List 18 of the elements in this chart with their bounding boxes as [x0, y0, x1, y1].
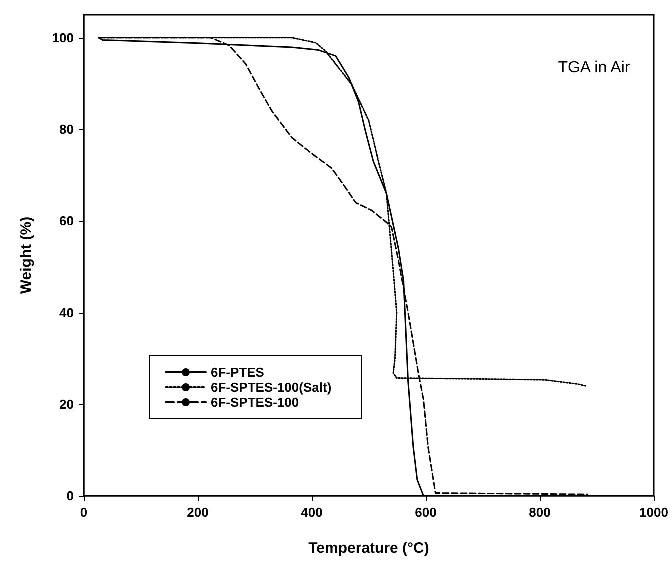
x-tick-label: 0: [80, 505, 88, 520]
x-tick-label: 800: [529, 505, 551, 520]
legend-label: 6F-SPTES-100(Salt): [211, 380, 332, 395]
y-tick-label: 100: [52, 30, 74, 46]
x-tick-label: 400: [301, 505, 323, 520]
x-tick-label: 600: [415, 505, 437, 520]
y-tick-label: 20: [60, 396, 74, 412]
y-tick-label: 60: [60, 214, 74, 229]
annotation: TGA in Air: [558, 60, 631, 76]
y-tick-label: 80: [60, 122, 74, 138]
x-tick-label: 200: [187, 505, 209, 520]
x-tick-label: 1000: [640, 505, 668, 520]
legend-label: 6F-SPTES-100: [211, 395, 300, 410]
x-axis-title: Temperature (°C): [308, 540, 430, 557]
y-axis-title: Weight (%): [18, 216, 35, 294]
y-tick-label: 0: [66, 488, 74, 504]
legend-label: 6F-PTES: [211, 365, 265, 380]
y-tick-label: 40: [60, 305, 74, 320]
